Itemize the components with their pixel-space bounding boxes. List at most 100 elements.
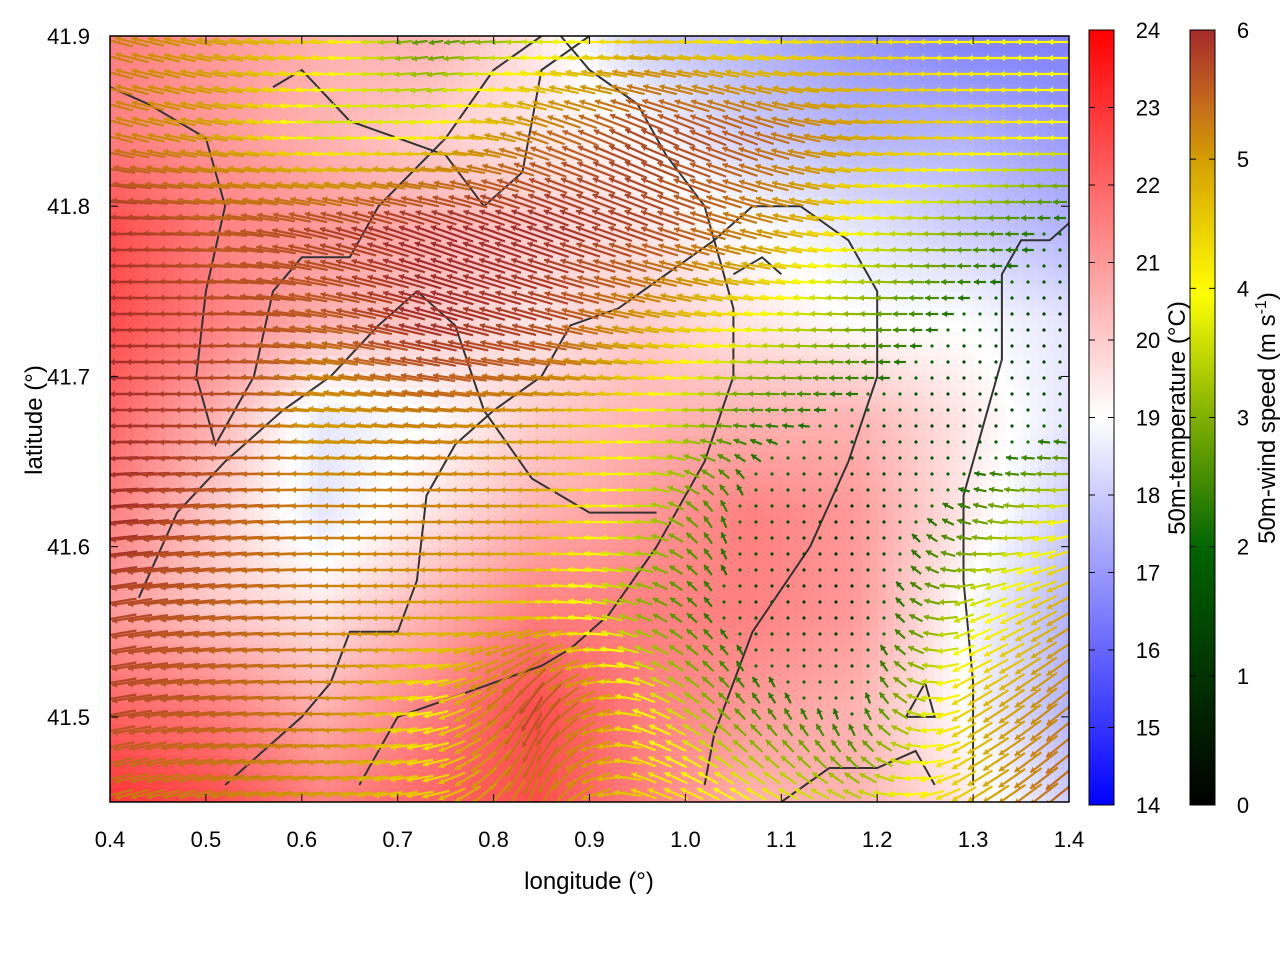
temperature-cell [134, 348, 143, 357]
temperature-cell [1054, 76, 1063, 85]
temperature-cell [734, 356, 743, 365]
temperature-cell [838, 268, 847, 277]
temperature-cell [406, 364, 415, 373]
temperature-cell [846, 60, 855, 69]
temperature-cell [134, 172, 143, 181]
temperature-cell [950, 268, 959, 277]
temperature-cell [750, 300, 759, 309]
temperature-cell [190, 204, 199, 213]
temperature-cell [1038, 308, 1047, 317]
temperature-cell [150, 324, 159, 333]
temperature-cell [230, 172, 239, 181]
temperature-cell [182, 44, 191, 53]
temperature-cell [406, 188, 415, 197]
temperature-cell [702, 316, 711, 325]
temperature-cell [1006, 236, 1015, 245]
temperature-cell [974, 116, 983, 125]
temperature-cell [262, 204, 271, 213]
temperature-cell [486, 60, 495, 69]
temperature-cell [150, 156, 159, 165]
temperature-cell [878, 252, 887, 261]
temperature-cell [990, 308, 999, 317]
temperature-cell [998, 188, 1007, 197]
temperature-cell [1022, 100, 1031, 109]
temperature-cell [950, 60, 959, 69]
temperature-cell [686, 364, 695, 373]
temperature-cell [1030, 292, 1039, 301]
temperature-cell [782, 268, 791, 277]
temperature-cell [198, 44, 207, 53]
temperature-cell [902, 44, 911, 53]
temperature-cell [894, 76, 903, 85]
temperature-cell [366, 84, 375, 93]
temperature-cell [1054, 68, 1063, 77]
temperature-cell [1006, 52, 1015, 61]
temperature-cell [718, 332, 727, 341]
temperature-cell [886, 108, 895, 117]
temperature-cell [182, 300, 191, 309]
temperature-cell [238, 268, 247, 277]
temperature-cell [1022, 68, 1031, 77]
temperature-cell [286, 316, 295, 325]
temperature-cell [934, 76, 943, 85]
temperature-cell [862, 300, 871, 309]
temperature-cell [726, 44, 735, 53]
temperature-cell [134, 236, 143, 245]
temperature-cell [446, 100, 455, 109]
temperature-cell [870, 172, 879, 181]
temperature-cell [838, 44, 847, 53]
temperature-cell [246, 140, 255, 149]
temperature-cell [230, 332, 239, 341]
temperature-cell [174, 268, 183, 277]
temperature-cell [846, 140, 855, 149]
temperature-cell [374, 156, 383, 165]
temperature-cell [894, 284, 903, 293]
temperature-cell [958, 300, 967, 309]
temperature-cell [1006, 332, 1015, 341]
temperature-cell [358, 140, 367, 149]
temperature-cell [278, 188, 287, 197]
temperature-cell [670, 348, 679, 357]
temperature-cell [230, 92, 239, 101]
temperature-cell [662, 332, 671, 341]
temperature-cell [190, 188, 199, 197]
temperature-cell [166, 76, 175, 85]
temperature-cell [918, 220, 927, 229]
temperature-cell [1022, 268, 1031, 277]
temperature-cell [838, 340, 847, 349]
temperature-cell [766, 284, 775, 293]
temperature-cell [886, 236, 895, 245]
temperature-cell [350, 132, 359, 141]
temperature-cell [1030, 44, 1039, 53]
temperature-cell [806, 316, 815, 325]
temperature-cell [126, 236, 135, 245]
temperature-cell [798, 308, 807, 317]
temperature-cell [1054, 292, 1063, 301]
temperature-cell [526, 60, 535, 69]
temperature-cell [966, 356, 975, 365]
temperature-cell [302, 364, 311, 373]
temperature-cell [942, 300, 951, 309]
temperature-cell [1030, 284, 1039, 293]
temperature-cell [590, 44, 599, 53]
temperature-cell [310, 172, 319, 181]
temperature-cell [118, 228, 127, 237]
temperature-cell [446, 172, 455, 181]
temperature-cell [118, 308, 127, 317]
temperature-cell [958, 188, 967, 197]
temperature-cell [798, 348, 807, 357]
temperature-cell [990, 60, 999, 69]
temperature-cell [374, 140, 383, 149]
temperature-cell [286, 188, 295, 197]
temperature-cell [182, 356, 191, 365]
temperature-cell [1046, 124, 1055, 133]
temperature-cell [958, 348, 967, 357]
temperature-cell [1022, 292, 1031, 301]
temperature-cell [662, 60, 671, 69]
temperature-cell [342, 204, 351, 213]
temperature-cell [678, 332, 687, 341]
temperature-cell [998, 108, 1007, 117]
temperature-cell [326, 204, 335, 213]
temperature-cell [398, 92, 407, 101]
temperature-cell [262, 124, 271, 133]
